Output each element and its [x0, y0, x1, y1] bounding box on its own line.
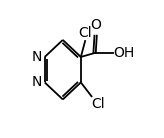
Text: N: N	[32, 50, 42, 64]
Text: Cl: Cl	[78, 26, 92, 40]
Text: N: N	[32, 75, 42, 89]
Text: O: O	[90, 18, 101, 32]
Text: Cl: Cl	[92, 97, 105, 111]
Text: OH: OH	[113, 46, 134, 60]
